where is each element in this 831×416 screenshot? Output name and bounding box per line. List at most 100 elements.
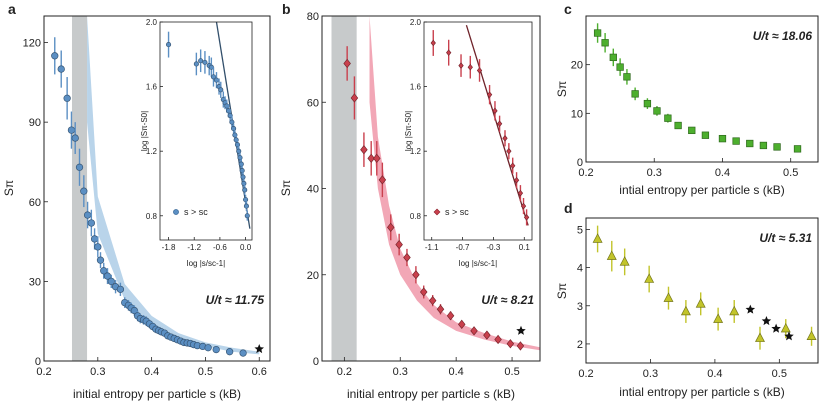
panel-c-point [674, 121, 682, 130]
panel-a-point [75, 163, 84, 171]
panel-b-ytick-label: 80 [307, 11, 319, 23]
panel-c-xtick-label: 0.5 [783, 167, 798, 179]
panel-b-inset-point [517, 189, 524, 197]
panel-b-ytick-label: 60 [307, 97, 319, 109]
panel-c-point [616, 63, 624, 71]
panel-b-point [367, 153, 375, 163]
panel-letter-b: b [282, 1, 291, 17]
panel-b-ytick-label: 20 [307, 270, 319, 282]
panel-a-inset-xtick-label: -1.8 [162, 243, 176, 252]
panel-a-inset-point [234, 142, 241, 148]
panel-b-point [436, 304, 445, 314]
panel-d-point [644, 273, 655, 283]
panel-b-xtick-label: 0.4 [449, 366, 464, 378]
panel-a-point [107, 277, 115, 286]
panel-a-inset-point [237, 155, 243, 161]
panel-a-inset-point [218, 87, 224, 93]
panel-b-inset-ytick-label: 2.0 [410, 18, 422, 27]
panel-d-point [755, 332, 765, 342]
panel-a-ytick-label: 30 [29, 276, 41, 288]
panel-b-inset-ytick-label: 1.6 [410, 83, 422, 92]
panel-c-xtick-label: 0.2 [578, 167, 593, 179]
panel-a-point [204, 344, 212, 352]
panel-b-inset-ytick-label: 0.8 [410, 212, 422, 221]
panel-c-ytick-label: 0 [577, 157, 583, 169]
panel-a-inset-ylabel: log |Sπ-S0| [140, 111, 149, 151]
panel-d-star [771, 323, 781, 333]
panel-b-point [395, 239, 403, 250]
panel-b-xtick-label: 0.3 [393, 366, 408, 378]
panel-c-xlabel: intial entropy per particle s (kB) [619, 183, 784, 197]
panel-a-inset-legend-marker [173, 209, 179, 215]
panel-b-inset-point [486, 91, 493, 98]
panel-b: 0.2 0.3 0.4 0.5 0 20 40 60 80 initial entropy pe… [279, 11, 541, 401]
panel-c-point [664, 114, 672, 122]
panel-c-point [623, 73, 631, 81]
panel-d-point [729, 305, 740, 316]
panel-a-xtick-label: 0.6 [252, 366, 267, 378]
panel-c-point [718, 134, 727, 143]
panel-a-point [67, 126, 76, 134]
panel-c-point [759, 141, 768, 150]
panel-a-inset-ytick-label: 1.2 [146, 147, 158, 156]
panel-c-point [773, 143, 781, 151]
panel-b-xtick-label: 0.5 [504, 366, 519, 378]
panel-b-inset-xtick-label: 0.1 [519, 243, 531, 252]
panel-a-inset: -1.8 -1.2 -0.6 0.0 0.8 1.2 1.6 2.0 log |s/sc-1|… [140, 18, 253, 268]
panel-a-point [116, 285, 125, 293]
panel-a-inset-point [241, 180, 247, 187]
panel-d-star [784, 331, 794, 341]
panel-a-point [71, 134, 79, 142]
panel-a-star [254, 344, 264, 354]
panel-b-inset-point [476, 67, 483, 74]
panel-a-point [94, 243, 102, 251]
panel-b-annotation: U/t ≈ 8.21 [481, 293, 534, 307]
panel-d-xlabel: intial entropy per particle s (kB) [619, 385, 784, 399]
panel-letter-d: d [564, 200, 573, 216]
panel-d-point [619, 256, 630, 266]
panel-d-annotation: U/t ≈ 5.31 [759, 231, 812, 245]
panel-c-point [653, 107, 661, 115]
panel-c-point [688, 126, 696, 135]
panel-a-point [96, 256, 105, 264]
panel-c-xtick-label: 0.4 [715, 167, 730, 179]
panel-d-ytick-label: 5 [577, 224, 583, 236]
panel-d-point [663, 292, 674, 302]
panel-b-point [378, 175, 387, 185]
panel-c-point [593, 29, 602, 37]
panel-a-xtick-label: 0.4 [144, 366, 159, 378]
panel-a-inset-xtick-label: 0.0 [240, 243, 252, 252]
panel-a-ytick-label: 60 [29, 197, 41, 209]
panel-b-ytick-label: 0 [313, 356, 319, 368]
panel-b-point [483, 330, 491, 340]
panel-d-frame [585, 217, 819, 364]
panel-b-point [470, 326, 478, 336]
panel-a-inset-point [236, 148, 242, 154]
panel-a-point [212, 345, 220, 354]
panel-a-ylabel: Sπ [2, 180, 16, 196]
panel-a-point [90, 235, 99, 243]
panel-c-ytick-label: 20 [571, 60, 583, 72]
panel-b-inset-xtick-label: -0.3 [487, 243, 501, 252]
panel-a-point [57, 65, 65, 73]
panel-d-ylabel: Sπ [555, 283, 569, 299]
panel-a-inset-point [229, 119, 235, 125]
panel-a-ytick-label: 0 [35, 356, 41, 368]
panel-a-xlabel: initial entropy per particle s (kB) [73, 387, 241, 401]
panel-c-point [631, 90, 639, 98]
panel-d-point [680, 305, 691, 316]
panel-a-xtick-label: 0.2 [36, 366, 51, 378]
panel-b-point [428, 295, 437, 306]
panel-a-inset-point [198, 58, 204, 64]
panel-b-critical-region [331, 16, 357, 361]
panel-a-point [83, 211, 92, 219]
panel-a-inset-point [244, 213, 250, 219]
panel-d: 0.2 0.3 0.4 0.5 2 3 4 5 intial entropy per part… [555, 217, 819, 399]
panel-b-inset-fit-line [465, 25, 529, 226]
panel-a-critical-region [71, 16, 88, 361]
panel-c-point [701, 131, 710, 139]
panel-a-point [80, 187, 88, 195]
panel-letter-a: a [8, 1, 16, 17]
panel-a-inset-point [213, 77, 220, 83]
panel-b-inset-xtick-label: -0.7 [456, 243, 470, 252]
